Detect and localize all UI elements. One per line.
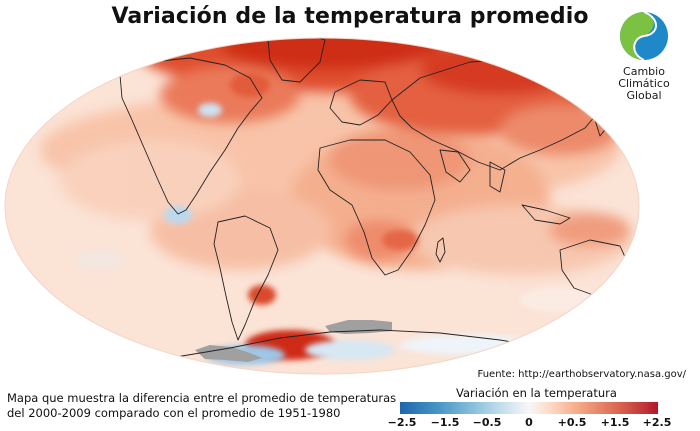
legend-tick: 0 (525, 416, 533, 429)
legend-color-bar (400, 402, 658, 414)
legend-tick: −1.5 (430, 416, 460, 429)
page-title: Variación de la temperatura promedio (111, 4, 589, 29)
leaf-drop-icon (620, 11, 668, 61)
caption-line1: Mapa que muestra la diferencia entre el … (7, 391, 397, 405)
legend-tick: −2.5 (387, 416, 417, 429)
legend-tick: −0.5 (472, 416, 502, 429)
legend-tick: +2.5 (642, 416, 672, 429)
logo-text-line1: Cambio Climático (618, 65, 670, 90)
legend-tick: +0.5 (557, 416, 587, 429)
caption-line2: del 2000-2009 comparado con el promedio … (7, 406, 341, 420)
map-caption: Mapa que muestra la diferencia entre el … (7, 391, 397, 421)
legend-tick: +1.5 (600, 416, 630, 429)
logo-text-line2: Global (626, 89, 662, 102)
cambio-climatico-logo: Cambio Climático Global (598, 8, 690, 103)
logo-text: Cambio Climático Global (598, 66, 690, 102)
source-credit: Fuente: http://earthobservatory.nasa.gov… (477, 369, 686, 380)
legend-title: Variación en la temperatura (456, 386, 617, 400)
